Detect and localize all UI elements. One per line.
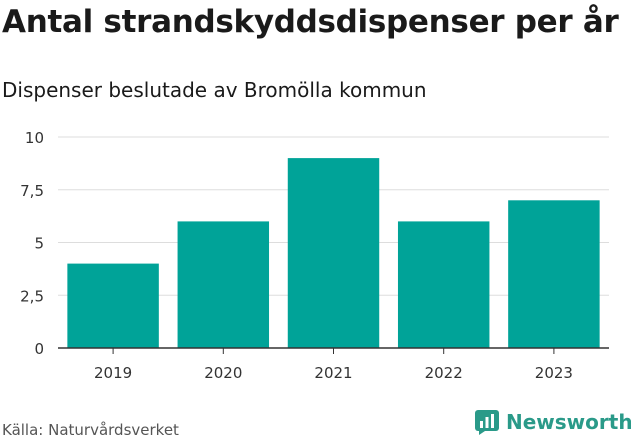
y-tick-label: 7,5	[20, 182, 44, 200]
y-tick-label: 0	[34, 340, 44, 358]
bar-2021	[287, 158, 380, 348]
brand-name: Newsworthy	[506, 410, 631, 434]
x-tick-label: 2021	[314, 364, 352, 382]
source-note: Källa: Naturvårdsverket	[2, 421, 179, 439]
x-tick-label: 2019	[94, 364, 132, 382]
chart-subtitle: Dispenser beslutade av Bromölla kommun	[2, 78, 427, 102]
bar-chart: 0 2,5 5 7,5 10 2019 2020 2021 2022 2023	[20, 129, 609, 382]
y-tick-label: 5	[34, 235, 44, 253]
bar-2023	[508, 200, 600, 348]
y-tick-label: 10	[25, 129, 44, 147]
bar-2020	[177, 221, 270, 348]
x-tick-label: 2023	[535, 364, 573, 382]
bar-2019	[67, 263, 159, 348]
x-tick-label: 2020	[204, 364, 242, 382]
chart-title: Antal strandskyddsdispenser per år	[2, 4, 619, 40]
bar-2022	[397, 221, 490, 348]
x-tick-label: 2022	[425, 364, 463, 382]
newsworthy-icon	[475, 410, 499, 435]
y-tick-label: 2,5	[20, 287, 44, 305]
newsworthy-logo[interactable]: Newsworthy	[474, 407, 631, 437]
